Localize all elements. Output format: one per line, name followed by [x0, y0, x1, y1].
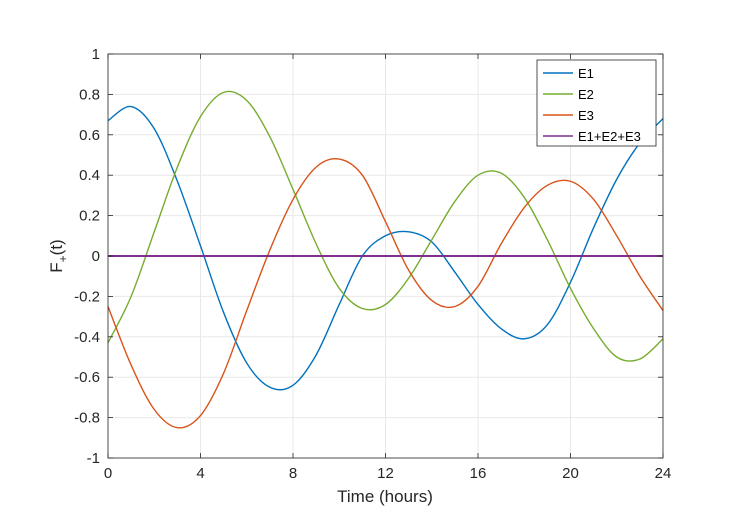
y-tick-label: 0.4	[79, 167, 100, 184]
legend-label-series-e1-e2-e3: E1+E2+E3	[578, 129, 641, 144]
x-tick-label: 8	[289, 465, 297, 482]
legend-label-series-e3: E3	[578, 108, 594, 123]
x-tick-label: 16	[470, 465, 487, 482]
y-tick-label: 1	[92, 46, 100, 63]
legend-label-series-e2: E2	[578, 87, 594, 102]
x-tick-label: 4	[196, 465, 204, 482]
y-tick-label: -1	[87, 450, 100, 467]
y-tick-label: -0.2	[74, 288, 100, 305]
y-axis-label-subscript: +	[56, 255, 70, 262]
series-e2-line	[107, 90, 664, 362]
y-tick-label: -0.6	[74, 369, 100, 386]
x-tick-label: 20	[562, 465, 579, 482]
x-tick-label: 24	[655, 465, 672, 482]
y-axis-label-suffix: (t)	[47, 239, 66, 255]
y-tick-label: -0.4	[74, 329, 100, 346]
y-tick-label: 0	[92, 248, 100, 265]
y-axis-label: F+(t)	[47, 239, 70, 272]
y-axis-label-main: F	[47, 262, 66, 272]
ticks	[107, 53, 664, 459]
y-tick-label: 0.2	[79, 208, 100, 225]
y-tick-labels: -1 -0.8 -0.6 -0.4 -0.2 0 0.2 0.4 0.6 0.8 1	[74, 46, 100, 467]
legend-box	[536, 59, 657, 147]
series-e3-line	[107, 158, 664, 429]
x-tick-label: 12	[377, 465, 394, 482]
y-tick-label: 0.8	[79, 86, 100, 103]
y-tick-label: -0.8	[74, 410, 100, 427]
legend: E1 E2 E3 E1+E2+E3	[536, 59, 657, 147]
x-tick-labels: 0 4 8 12 16 20 24	[104, 465, 672, 482]
x-axis-label: Time (hours)	[337, 487, 433, 506]
y-tick-label: 0.6	[79, 127, 100, 144]
x-tick-label: 0	[104, 465, 112, 482]
legend-label-series-e1: E1	[578, 66, 594, 81]
series-layer	[107, 90, 664, 429]
series-e1-line	[107, 105, 664, 391]
